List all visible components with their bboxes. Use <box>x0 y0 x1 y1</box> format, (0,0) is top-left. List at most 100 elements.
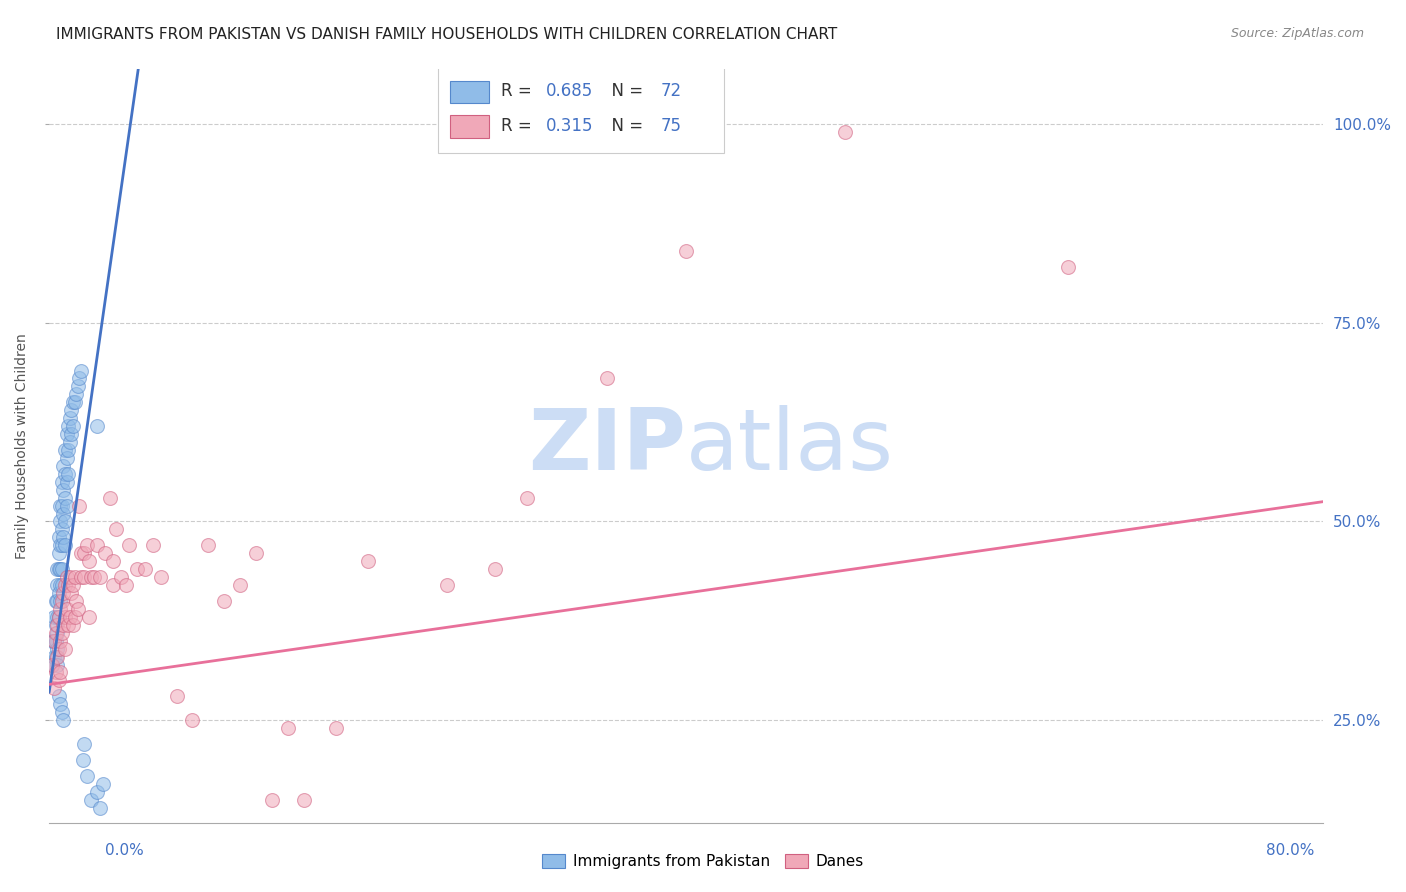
Point <box>86 785 108 799</box>
Text: 0.315: 0.315 <box>546 117 593 135</box>
Point <box>142 538 165 552</box>
Point <box>49 515 72 529</box>
Point <box>63 570 86 584</box>
Point <box>245 546 267 560</box>
Point <box>53 641 76 656</box>
Point <box>53 442 76 457</box>
Point <box>48 673 70 688</box>
Point <box>51 578 73 592</box>
Point <box>53 578 76 592</box>
Point <box>48 562 70 576</box>
Point <box>197 538 219 552</box>
Point <box>46 649 69 664</box>
Point <box>79 570 101 584</box>
Point <box>53 610 76 624</box>
FancyBboxPatch shape <box>450 80 489 103</box>
Point <box>53 467 76 481</box>
Point <box>55 450 77 465</box>
Point <box>53 538 76 552</box>
Point <box>89 800 111 814</box>
Point <box>46 657 69 672</box>
Point <box>110 570 132 584</box>
Point <box>325 721 347 735</box>
Point <box>52 507 75 521</box>
Point <box>83 570 105 584</box>
Point <box>49 562 72 576</box>
Point <box>66 379 89 393</box>
Text: Source: ZipAtlas.com: Source: ZipAtlas.com <box>1230 27 1364 40</box>
Text: 0.0%: 0.0% <box>105 843 145 858</box>
Point <box>181 713 204 727</box>
Point <box>52 530 75 544</box>
Text: atlas: atlas <box>686 404 894 488</box>
Point <box>58 467 80 481</box>
Point <box>77 554 100 568</box>
Text: R =: R = <box>502 82 537 100</box>
Point <box>63 395 86 409</box>
Point <box>52 483 75 497</box>
Point <box>59 435 82 450</box>
Legend: Immigrants from Pakistan, Danes: Immigrants from Pakistan, Danes <box>536 848 870 875</box>
Point <box>62 578 84 592</box>
Point <box>49 665 72 680</box>
Point <box>58 419 80 434</box>
Point <box>49 594 72 608</box>
Point <box>70 546 93 560</box>
Point <box>125 562 148 576</box>
Point <box>52 713 75 727</box>
Point <box>484 562 506 576</box>
Point <box>51 594 73 608</box>
Point <box>262 792 284 806</box>
Point <box>94 546 117 560</box>
Text: 80.0%: 80.0% <box>1267 843 1315 858</box>
Point <box>41 633 63 648</box>
Point <box>357 554 380 568</box>
Point <box>49 499 72 513</box>
Point <box>114 578 136 592</box>
Point <box>52 458 75 473</box>
Point <box>55 475 77 489</box>
Point <box>73 546 96 560</box>
Point <box>65 387 87 401</box>
Point <box>67 371 90 385</box>
Point <box>51 705 73 719</box>
Point <box>49 698 72 712</box>
Text: R =: R = <box>502 117 537 135</box>
Text: 0.685: 0.685 <box>546 82 593 100</box>
Point <box>79 792 101 806</box>
Point <box>49 633 72 648</box>
Point <box>46 641 69 656</box>
Point <box>101 554 124 568</box>
Point <box>277 721 299 735</box>
Point <box>66 602 89 616</box>
Point <box>58 442 80 457</box>
Point <box>48 690 70 704</box>
Point <box>41 657 63 672</box>
Point <box>51 499 73 513</box>
Point <box>77 610 100 624</box>
Point <box>76 769 98 783</box>
Point <box>42 633 65 648</box>
Point <box>166 690 188 704</box>
Point <box>70 570 93 584</box>
Point <box>59 610 82 624</box>
Point <box>52 617 75 632</box>
FancyBboxPatch shape <box>450 115 489 138</box>
Point <box>42 649 65 664</box>
Point <box>48 641 70 656</box>
Point <box>675 244 697 259</box>
Point <box>98 491 121 505</box>
Text: 72: 72 <box>661 82 682 100</box>
Point <box>44 594 66 608</box>
Point <box>48 530 70 544</box>
Point <box>58 578 80 592</box>
Point <box>91 777 114 791</box>
Point <box>76 538 98 552</box>
Point <box>86 419 108 434</box>
Point <box>60 403 83 417</box>
Point <box>41 657 63 672</box>
Text: IMMIGRANTS FROM PAKISTAN VS DANISH FAMILY HOUSEHOLDS WITH CHILDREN CORRELATION C: IMMIGRANTS FROM PAKISTAN VS DANISH FAMIL… <box>56 27 838 42</box>
Point <box>834 125 856 139</box>
Point <box>46 594 69 608</box>
Y-axis label: Family Households with Children: Family Households with Children <box>15 333 30 559</box>
